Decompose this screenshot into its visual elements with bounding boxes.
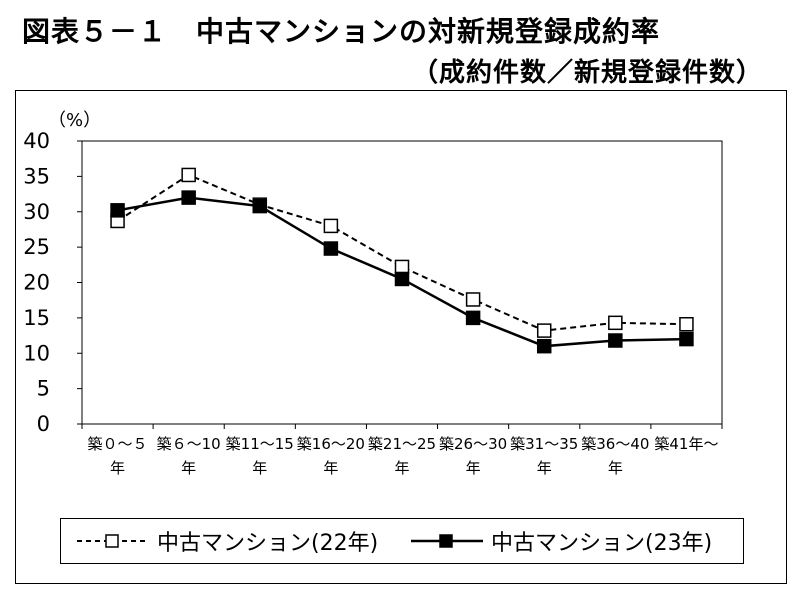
x-tick-label-year: 年 [394,459,409,477]
x-tick-label-year: 年 [608,459,623,477]
x-tick-label: 築11～15 [226,435,294,453]
y-tick-label: 25 [23,235,50,259]
x-tick-label: 築６～10 [157,435,221,453]
data-point-1 [536,338,552,354]
y-tick-label: 5 [37,377,50,401]
y-tick-label: 35 [23,164,50,188]
y-tick-label: 10 [23,341,50,365]
x-tick-label: 築41年～ [654,435,718,453]
x-tick-label-year: 年 [466,459,481,477]
data-point-0 [679,316,694,332]
series-line-0 [117,173,687,332]
x-tick-label: 築26～30 [439,435,507,453]
y-tick-label: 0 [37,412,50,436]
y-tick-label: 15 [23,306,50,330]
data-point-0 [608,315,623,331]
data-point-1 [679,331,694,347]
x-tick-label: 築21～25 [368,435,436,453]
chart-subtitle: （成約件数／新規登録件数） [411,58,763,88]
legend-item-23: 中古マンション(23年) [409,519,712,563]
x-tick-label: 築16～20 [297,435,365,453]
y-tick-label: 40 [23,129,50,153]
data-point-1 [181,190,196,205]
x-tick-label-year: 年 [110,459,125,477]
x-tick-label-year: 年 [181,459,196,477]
data-point-1 [394,271,410,287]
y-unit-label: （%） [48,110,101,131]
x-tick-label: 築31～35 [510,435,578,453]
legend-item-22: 中古マンション(22年) [75,519,378,563]
data-point-0 [536,323,552,338]
data-point-1 [465,310,481,326]
chart-title: 図表５－１ 中古マンションの対新規登録成約率 [22,15,661,48]
data-point-1 [252,198,268,214]
legend-label-23: 中古マンション(23年) [491,531,713,556]
x-tick-label-year: 年 [537,459,552,477]
y-tick-label: 30 [23,200,50,224]
x-tick-label: 築36～40 [581,435,649,453]
data-point-1 [110,203,125,218]
data-point-0 [394,259,410,275]
data-point-1 [323,241,339,256]
legend-label-22: 中古マンション(22年) [157,531,379,556]
legend-marker-filled-square-icon [411,534,483,548]
x-tick-label-year: 年 [323,459,338,477]
x-tick-label-year: 年 [252,459,267,477]
legend-marker-open-square-icon [77,534,149,548]
y-tick-label: 20 [23,271,50,295]
legend: 中古マンション(22年) 中古マンション(23年) [60,518,744,564]
x-tick-label: 築０～５ [88,435,148,453]
data-point-0 [465,292,481,307]
data-point-0 [323,218,339,234]
data-point-1 [608,333,623,348]
chart-frame [15,90,787,584]
data-point-0 [181,167,196,183]
